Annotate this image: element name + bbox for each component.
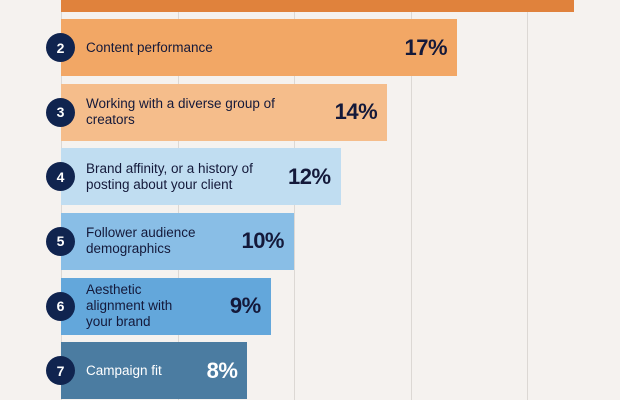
- rank-badge: 2: [46, 33, 75, 63]
- data-label: 12%: [288, 163, 331, 189]
- bar-label: Brand affinity, or a history of posting …: [86, 160, 253, 192]
- bar-label: Follower audience demographics: [86, 225, 196, 257]
- gridline: [527, 0, 528, 400]
- bar: Working with a diverse group of creators…: [61, 83, 388, 141]
- rank-badge: 5: [46, 226, 75, 256]
- data-label: 9%: [229, 293, 261, 318]
- data-label: 8%: [206, 357, 238, 383]
- bar: Aesthetic alignment with your brand 9%: [61, 277, 271, 335]
- rank-badge: 7: [46, 356, 75, 386]
- bar-label: Working with a diverse group of creators: [86, 96, 275, 128]
- bar-label: Aesthetic alignment with your brand: [86, 282, 173, 329]
- rank-badge: 4: [46, 162, 75, 192]
- gridline: [410, 0, 412, 400]
- bar: Brand affinity, or a history of posting …: [61, 148, 341, 206]
- data-label: 10%: [241, 228, 284, 254]
- bar-label: Campaign fit: [86, 362, 162, 378]
- bar: Campaign fit 8%: [61, 342, 248, 400]
- bar-label: Content performance: [86, 39, 213, 55]
- bar: Follower audience demographics 10%: [61, 212, 294, 270]
- rank-badge: 3: [46, 97, 75, 127]
- bar: Content performance 17%: [61, 19, 458, 77]
- data-label: 17%: [404, 34, 448, 60]
- rank-badge: 6: [46, 291, 75, 321]
- data-label: 14%: [334, 99, 378, 125]
- bar: [61, 0, 574, 12]
